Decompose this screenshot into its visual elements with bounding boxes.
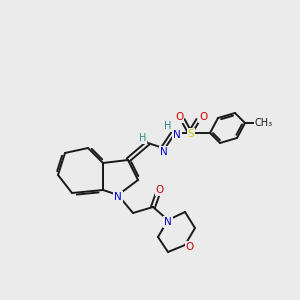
Text: CH₃: CH₃ (255, 118, 273, 128)
Text: N: N (173, 130, 181, 140)
Text: O: O (199, 112, 207, 122)
Text: N: N (114, 192, 122, 202)
Text: N: N (164, 217, 172, 227)
Text: S: S (188, 129, 194, 139)
Text: N: N (160, 147, 168, 157)
Text: O: O (186, 242, 194, 252)
Text: H: H (164, 121, 172, 131)
Text: H: H (139, 133, 147, 143)
Text: O: O (156, 185, 164, 195)
Text: O: O (175, 112, 183, 122)
